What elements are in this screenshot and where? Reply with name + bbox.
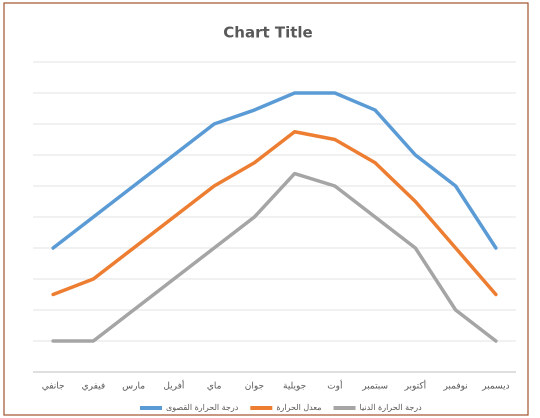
chart-frame bbox=[3, 2, 529, 416]
x-tick-label: أكتوبر bbox=[404, 379, 427, 392]
x-tick-label: أفريل bbox=[163, 379, 184, 392]
chart-title: Chart Title bbox=[223, 24, 312, 42]
series-line bbox=[51, 130, 498, 297]
x-tick-label: فيفري bbox=[82, 382, 106, 392]
x-tick-label: ماي bbox=[207, 382, 222, 392]
x-tick-label: نوفمبر bbox=[442, 382, 467, 392]
x-tick-label: ديسمبر bbox=[481, 382, 509, 392]
x-tick-label: مارس bbox=[122, 382, 145, 392]
x-tick-label: جوان bbox=[245, 382, 264, 392]
legend-label: معدل الحرارة bbox=[276, 403, 321, 412]
series-line bbox=[51, 91, 498, 250]
x-tick-label: أوت bbox=[327, 379, 342, 392]
series-line bbox=[51, 171, 498, 343]
x-tick-label: سبتمبر bbox=[361, 382, 388, 392]
x-tick-label: جويلية bbox=[283, 382, 306, 392]
legend-label: درجة الحرارة الدنيا bbox=[360, 403, 423, 412]
legend-label: درجة الحرارة القصوى bbox=[166, 403, 239, 412]
x-tick-label: جانفي bbox=[42, 382, 65, 392]
